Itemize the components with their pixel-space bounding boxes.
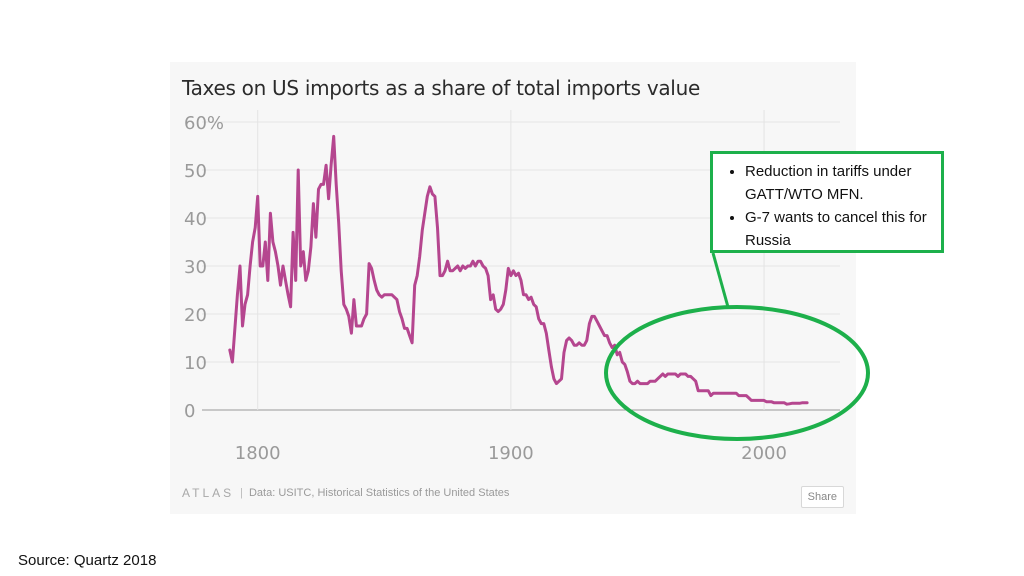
y-tick-label: 10 <box>184 353 207 374</box>
line-chart: 60% 50 40 30 20 10 0 1800 1900 2000 <box>184 110 840 464</box>
chart-title: Taxes on US imports as a share of total … <box>182 76 700 100</box>
y-tick-label: 0 <box>184 401 195 422</box>
x-tick-label: 1800 <box>235 443 281 464</box>
callout-box: Reduction in tariffs under GATT/WTO MFN.… <box>710 151 944 253</box>
callout-bullet: Reduction in tariffs under GATT/WTO MFN. <box>745 160 933 206</box>
y-tick-label: 30 <box>184 257 207 278</box>
chart-card: 60% 50 40 30 20 10 0 1800 1900 2000 Taxes on US i… <box>170 62 856 514</box>
share-button[interactable]: Share <box>800 486 844 508</box>
y-tick-label: 60% <box>184 113 224 134</box>
callout-bullet: G-7 wants to cancel this for Russia <box>745 206 933 252</box>
y-tick-label: 20 <box>184 305 207 326</box>
y-tick-label: 40 <box>184 209 207 230</box>
atlas-logo[interactable]: ATLAS <box>182 486 235 500</box>
data-source-text: Data: USITC, Historical Statistics of th… <box>248 487 510 499</box>
footer-separator: | <box>240 487 243 499</box>
source-note: Source: Quartz 2018 <box>18 552 157 569</box>
x-tick-label: 1900 <box>488 443 534 464</box>
callout-bullet-list: Reduction in tariffs under GATT/WTO MFN.… <box>719 160 933 252</box>
x-tick-label: 2000 <box>741 443 787 464</box>
chart-footer: ATLAS | Data: USITC, Historical Statisti… <box>182 486 509 500</box>
y-tick-label: 50 <box>184 161 207 182</box>
